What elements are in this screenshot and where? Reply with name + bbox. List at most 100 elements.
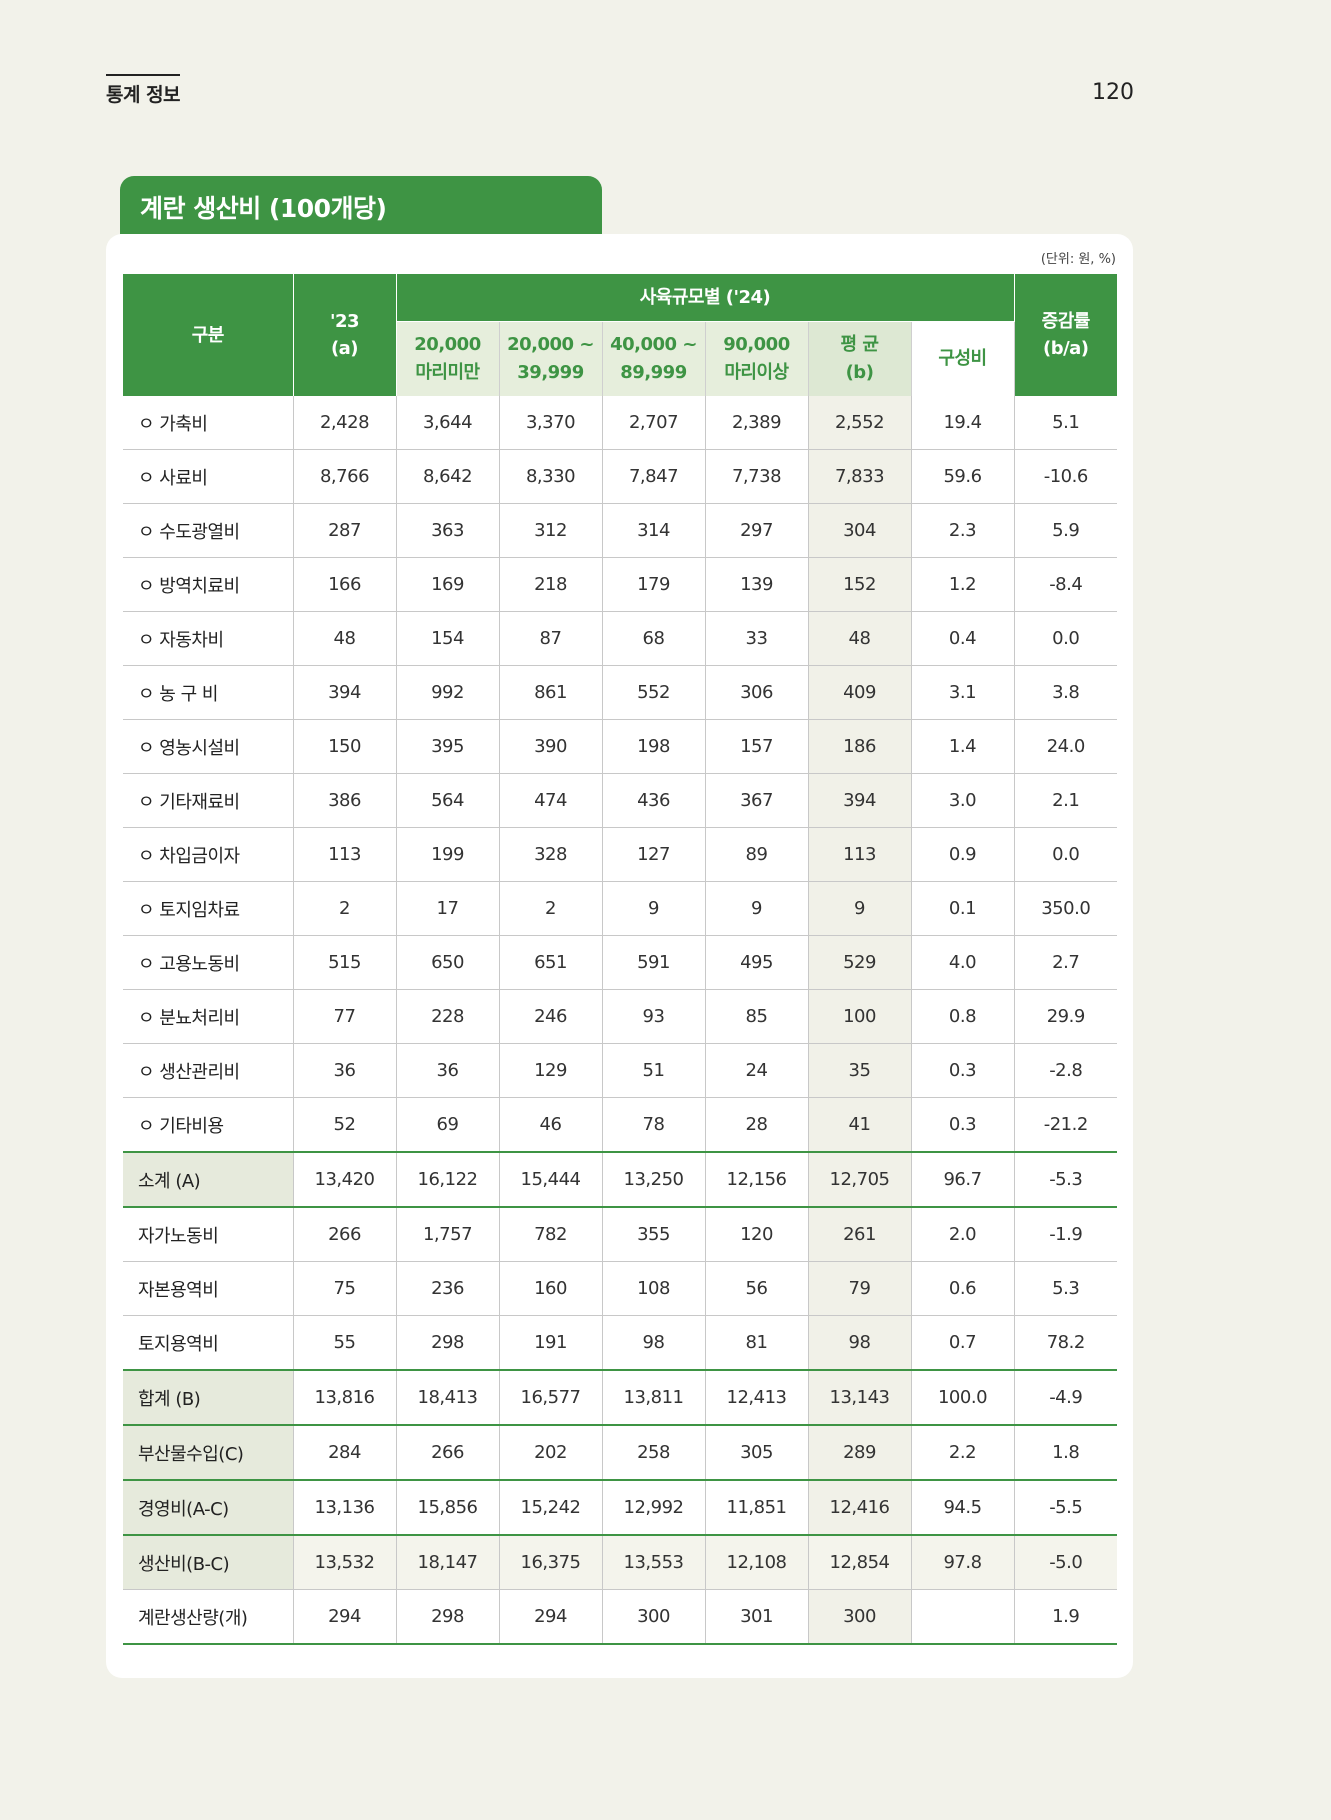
- table-cell: -4.9: [1014, 1370, 1117, 1426]
- table-cell: 16,577: [499, 1370, 603, 1426]
- table-row: ㅇ 토지임차료 2 17 2 9 9 9 0.1 350.0: [123, 881, 1117, 936]
- table-row: ㅇ 생산관리비 36 36 129 51 24 35 0.3 -2.8: [123, 1043, 1117, 1098]
- row-label: ㅇ 고용노동비: [123, 935, 294, 990]
- table-cell: 93: [602, 989, 706, 1044]
- table-cell: 12,413: [705, 1370, 809, 1426]
- table-cell: 12,705: [808, 1152, 912, 1208]
- table-cell: 41: [808, 1097, 912, 1153]
- table-cell: 169: [396, 557, 500, 612]
- table-cell: 2,707: [602, 396, 706, 450]
- table-cell: 9: [808, 881, 912, 936]
- page-header: 통계 정보 120: [106, 74, 1134, 114]
- table-cell: 261: [808, 1207, 912, 1262]
- table-cell: 12,108: [705, 1535, 809, 1590]
- table-cell: 5.9: [1014, 503, 1117, 558]
- table-cell: 17: [396, 881, 500, 936]
- table-cell: 246: [499, 989, 603, 1044]
- table-cell: 0.0: [1014, 611, 1117, 666]
- row-label: ㅇ 기타비용: [123, 1097, 294, 1153]
- table-row: ㅇ 기타비용 52 69 46 78 28 41 0.3 -21.2: [123, 1097, 1117, 1153]
- table-cell: 46: [499, 1097, 603, 1153]
- table-cell: 0.1: [911, 881, 1015, 936]
- table-cell: 1.8: [1014, 1425, 1117, 1481]
- table-cell: 198: [602, 719, 706, 774]
- table-cell: 24: [705, 1043, 809, 1098]
- table-cell: -5.0: [1014, 1535, 1117, 1590]
- row-label: 소계 (A): [123, 1152, 294, 1208]
- table-cell: 13,250: [602, 1152, 706, 1208]
- table-cell: 85: [705, 989, 809, 1044]
- table-cell: 294: [499, 1589, 603, 1645]
- table-cell: 13,816: [293, 1370, 397, 1426]
- table-cell: -2.8: [1014, 1043, 1117, 1098]
- table-cell: 12,854: [808, 1535, 912, 1590]
- table-cell: 552: [602, 665, 706, 720]
- table-row: 부산물수입(C) 284 266 202 258 305 289 2.2 1.8: [123, 1425, 1117, 1481]
- table-cell: 651: [499, 935, 603, 990]
- table-cell: 16,122: [396, 1152, 500, 1208]
- table-cell: 19.4: [911, 396, 1015, 450]
- table-cell: 861: [499, 665, 603, 720]
- table-cell: 236: [396, 1261, 500, 1316]
- table-cell: 12,992: [602, 1480, 706, 1536]
- row-label: ㅇ 영농시설비: [123, 719, 294, 774]
- table-cell: 78.2: [1014, 1315, 1117, 1371]
- table-cell: 390: [499, 719, 603, 774]
- table-row: ㅇ 고용노동비 515 650 651 591 495 529 4.0 2.7: [123, 935, 1117, 990]
- page-number: 120: [1092, 80, 1134, 105]
- table-cell: 294: [293, 1589, 397, 1645]
- table-cell: 0.4: [911, 611, 1015, 666]
- header-sub-over-90000: 90,000 마리이상: [705, 321, 809, 396]
- table-cell: 284: [293, 1425, 397, 1481]
- table-cell: 202: [499, 1425, 603, 1481]
- table-cell: 5.1: [1014, 396, 1117, 450]
- table-cell: 13,136: [293, 1480, 397, 1536]
- table-cell: 127: [602, 827, 706, 882]
- table-cell: 0.6: [911, 1261, 1015, 1316]
- table-cell: 18,413: [396, 1370, 500, 1426]
- table-cell: 266: [396, 1425, 500, 1481]
- table-body: ㅇ 가축비 2,428 3,644 3,370 2,707 2,389 2,552 19.4 5…: [123, 396, 1117, 1645]
- table-cell: 312: [499, 503, 603, 558]
- table-cell: 301: [705, 1589, 809, 1645]
- table-cell: 2,552: [808, 396, 912, 450]
- table-cell: 367: [705, 773, 809, 828]
- table-cell: 0.3: [911, 1097, 1015, 1153]
- table-cell: 75: [293, 1261, 397, 1316]
- table-cell: 166: [293, 557, 397, 612]
- table-cell: 314: [602, 503, 706, 558]
- table-cell: -10.6: [1014, 449, 1117, 504]
- table-row: 자본용역비 75 236 160 108 56 79 0.6 5.3: [123, 1261, 1117, 1316]
- table-cell: 228: [396, 989, 500, 1044]
- table-cell: 782: [499, 1207, 603, 1262]
- table-cell: 298: [396, 1589, 500, 1645]
- table-cell: 0.7: [911, 1315, 1015, 1371]
- table-cell: 36: [293, 1043, 397, 1098]
- table-cell: 13,532: [293, 1535, 397, 1590]
- table-cell: 186: [808, 719, 912, 774]
- table-cell: 992: [396, 665, 500, 720]
- table-row: ㅇ 영농시설비 150 395 390 198 157 186 1.4 24.0: [123, 719, 1117, 774]
- table-cell: 3,370: [499, 396, 603, 450]
- table-cell: 96.7: [911, 1152, 1015, 1208]
- table-cell: 15,444: [499, 1152, 603, 1208]
- table-cell: 2,428: [293, 396, 397, 450]
- table-cell: 24.0: [1014, 719, 1117, 774]
- table-cell: 474: [499, 773, 603, 828]
- table-cell: 394: [293, 665, 397, 720]
- row-label: ㅇ 자동차비: [123, 611, 294, 666]
- table-cell: 94.5: [911, 1480, 1015, 1536]
- table-row: 경영비(A-C) 13,136 15,856 15,242 12,992 11,851 12…: [123, 1480, 1117, 1536]
- table-cell: 409: [808, 665, 912, 720]
- table-cell: 56: [705, 1261, 809, 1316]
- table-card: (단위: 원, %) 구분 '23 (a) 사육규모별 ('24) 증감률 (b…: [106, 234, 1133, 1678]
- table-cell: 650: [396, 935, 500, 990]
- table-cell: 55: [293, 1315, 397, 1371]
- table-cell: 8,766: [293, 449, 397, 504]
- row-label: 부산물수입(C): [123, 1425, 294, 1481]
- table-cell: 16,375: [499, 1535, 603, 1590]
- table-cell: 297: [705, 503, 809, 558]
- table-row: 합계 (B) 13,816 18,413 16,577 13,811 12,413 13,1…: [123, 1370, 1117, 1426]
- table-cell: 8,330: [499, 449, 603, 504]
- row-label: 합계 (B): [123, 1370, 294, 1426]
